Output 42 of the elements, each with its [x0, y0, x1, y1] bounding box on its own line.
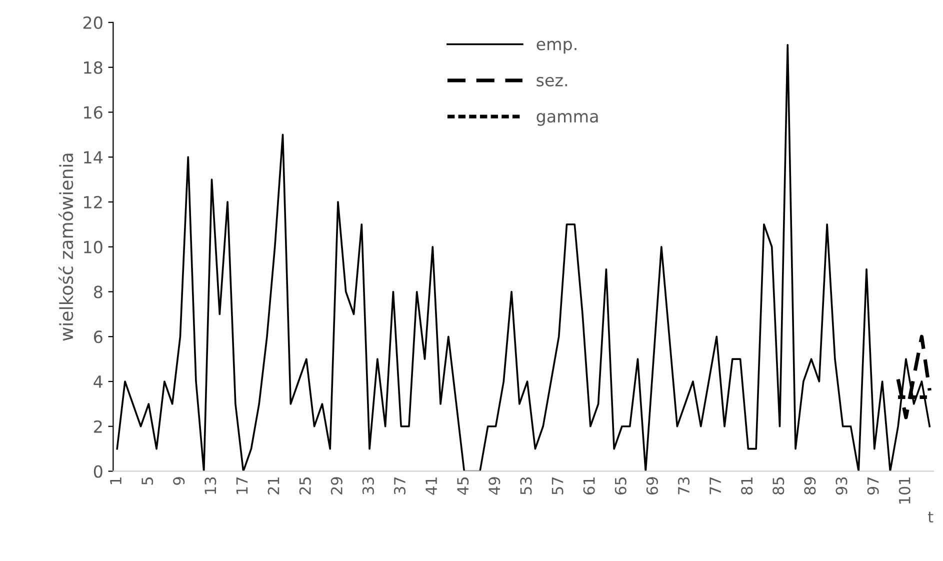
y-tick-label: 10 [84, 240, 102, 254]
x-tick-label: 101 [898, 478, 910, 504]
x-tick-label: 81 [741, 478, 753, 495]
legend-label: sez. [536, 76, 567, 86]
x-tick-label: 73 [678, 477, 690, 494]
x-tick-label: 89 [804, 477, 816, 495]
x-tick-label: 93 [836, 477, 848, 495]
x-tick-label: 69 [646, 477, 658, 494]
x-tick-label: 77 [710, 477, 721, 494]
y-tick-label: 4 [94, 376, 103, 388]
x-tick-label: 85 [772, 477, 784, 495]
legend-label: emp. [536, 40, 576, 54]
y-tick-label: 8 [94, 286, 102, 298]
x-tick-label: 97 [867, 477, 879, 495]
x-tick-label: 1 [110, 478, 122, 484]
y-tick-label: 14 [84, 151, 103, 164]
y-tick-label: 16 [84, 106, 102, 119]
x-tick-label: 29 [330, 477, 342, 494]
x-tick-label: 13 [204, 477, 216, 494]
x-tick-label: 25 [299, 477, 311, 494]
y-tick-label: 12 [84, 196, 102, 208]
x-tick-label: 61 [583, 478, 595, 494]
x-tick-label: 41 [426, 478, 437, 495]
x-tick-label: 17 [236, 477, 248, 494]
x-tick-label: 9 [173, 477, 185, 485]
x-tick-label: 45 [457, 477, 469, 495]
legend-label: gamma [536, 113, 598, 126]
x-tick-label: 65 [614, 477, 626, 494]
x-tick-label: 21 [268, 478, 280, 494]
y-tick-label: 18 [84, 61, 102, 74]
y-tick-label: 0 [94, 465, 102, 478]
x-tick-label: 57 [552, 477, 564, 494]
x-axis-title: t [928, 512, 934, 522]
y-tick-label: 20 [83, 16, 102, 30]
x-tick-label: 49 [488, 477, 500, 495]
x-tick-label: 5 [142, 477, 154, 485]
x-tick-label: 37 [394, 477, 406, 494]
y-tick-label: 6 [94, 330, 102, 344]
x-tick-label: 53 [520, 477, 532, 494]
x-tick-label: 33 [362, 477, 374, 494]
y-tick-label: 2 [94, 420, 102, 433]
y-axis-title: wielkość zamówienia [58, 154, 74, 341]
